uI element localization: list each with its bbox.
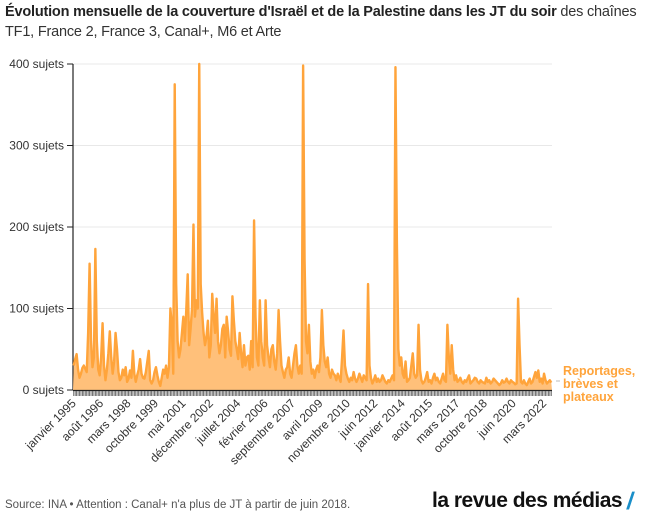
series-line [72, 62, 553, 388]
gridlines [73, 63, 552, 309]
source-note: Source: INA • Attention : Canal+ n'a plu… [5, 499, 351, 511]
area-chart: 0 sujets 100 sujets 200 sujets 300 sujets 40… [9, 57, 560, 467]
chart-title: Évolution mensuelle de la couverture d'I… [5, 2, 645, 42]
brand-logo: la revue des médias [432, 489, 623, 512]
series-legend-label: Reportages, brèves et plateaux [563, 364, 636, 404]
y-tick-label: 200 sujets [9, 220, 64, 234]
y-axis: 0 sujets 100 sujets 200 sujets 300 sujets 40… [9, 57, 74, 397]
y-tick-label: 100 sujets [9, 302, 64, 316]
brand-slash-icon: / [625, 488, 636, 515]
y-tick-label: 0 sujets [23, 383, 64, 397]
chart-title-bold: Évolution mensuelle de la couverture d'I… [5, 4, 557, 20]
y-tick-label: 300 sujets [9, 139, 64, 153]
chart-title-rest: des chaînes TF1, France 2, France 3, Can… [5, 4, 637, 40]
series-layer [72, 62, 553, 390]
y-tick-label: 400 sujets [9, 57, 64, 71]
